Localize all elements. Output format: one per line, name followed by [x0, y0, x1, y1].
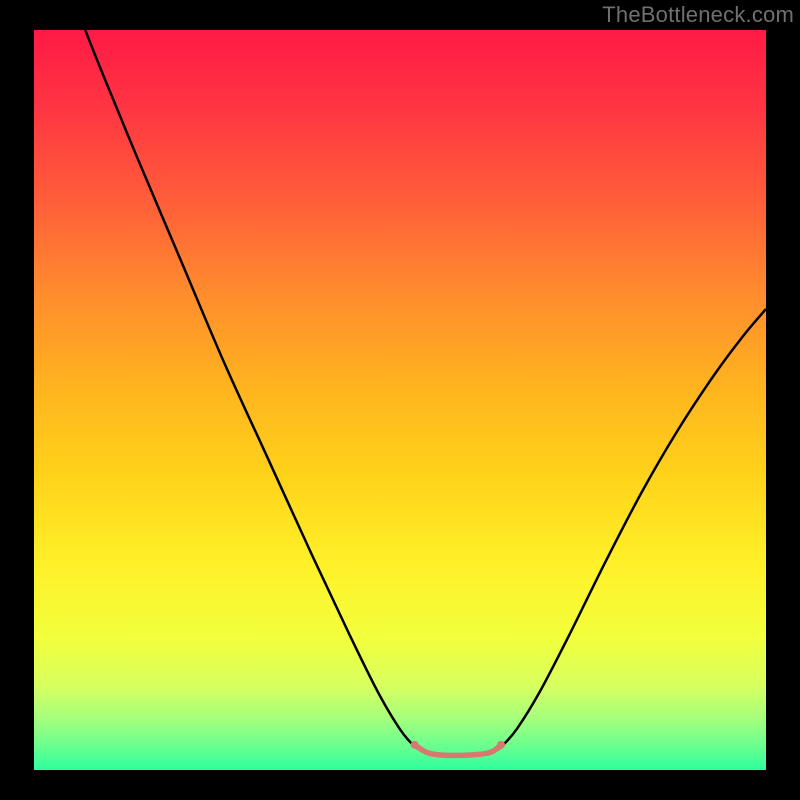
flat-segment-marker — [497, 741, 505, 749]
watermark-text: TheBottleneck.com — [602, 0, 800, 28]
chart-plot-area — [34, 30, 766, 770]
chart-background — [34, 30, 766, 770]
chart-svg — [34, 30, 766, 770]
flat-segment-marker — [411, 741, 419, 749]
